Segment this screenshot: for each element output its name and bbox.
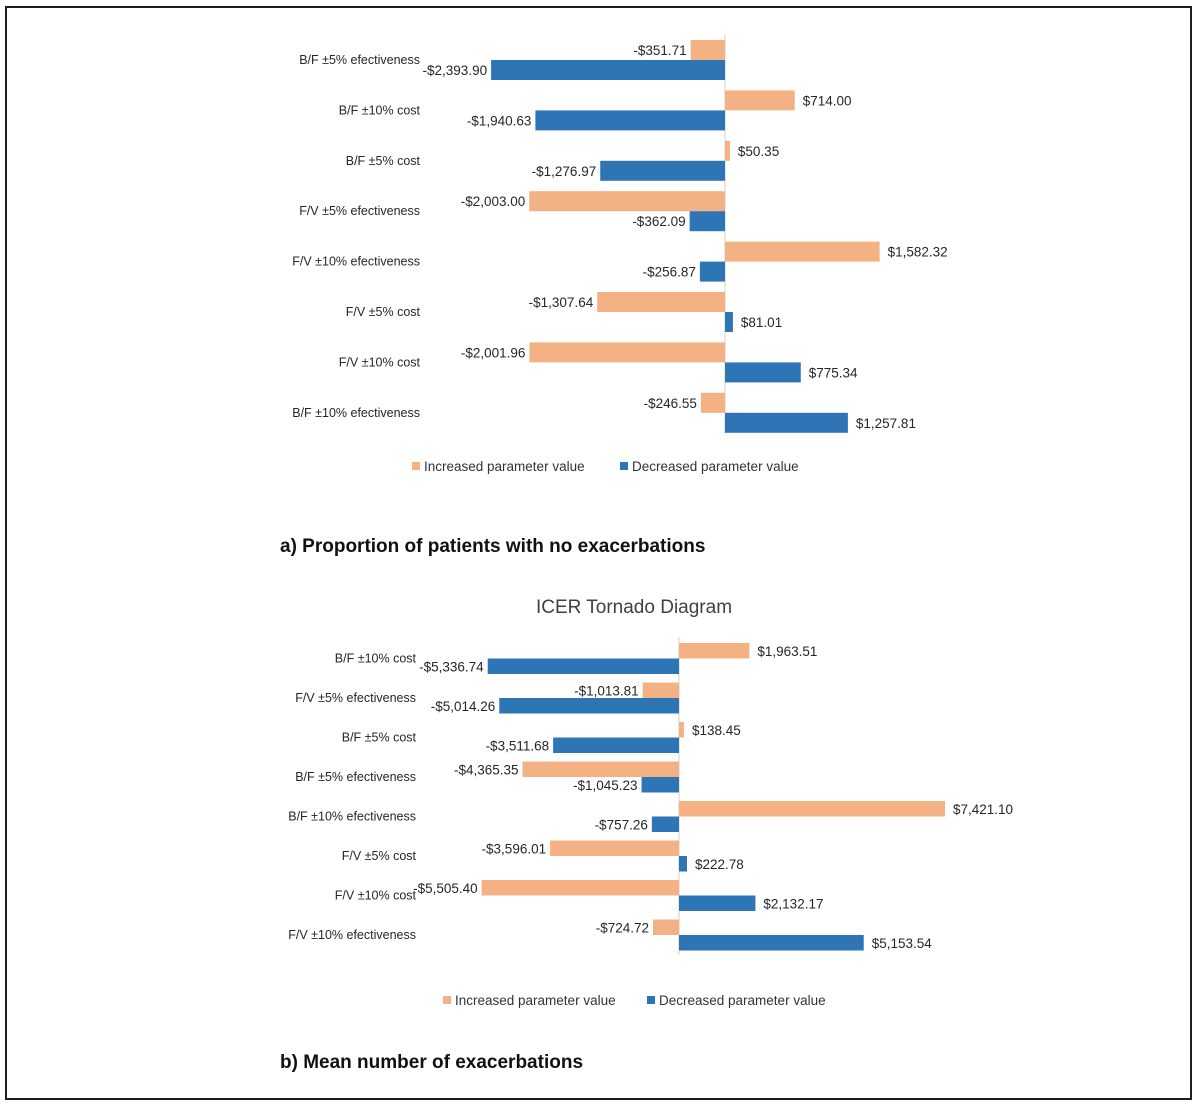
chart1-data-label: -$362.09: [632, 214, 685, 229]
chart1-legend-label-decreased: Decreased parameter value: [632, 459, 799, 474]
chart2-bar-increased: [679, 643, 750, 659]
chart2-bar-decreased: [679, 935, 864, 951]
chart2-category-label: F/V ±5% efectiveness: [295, 691, 416, 705]
chart2-data-label: $7,421.10: [953, 802, 1013, 817]
figure-frame: [5, 6, 1192, 1100]
chart2-data-label: -$4,365.35: [454, 762, 519, 777]
chart2-data-label: $222.78: [695, 857, 744, 872]
chart1-bar-increased: [725, 140, 730, 161]
chart2-data-label: $2,132.17: [763, 896, 823, 911]
chart1-bar-decreased: [725, 362, 801, 383]
chart1-category-label: B/F ±5% cost: [346, 154, 421, 168]
chart1-data-label: -$1,276.97: [532, 164, 597, 179]
chart1-legend-label-increased: Increased parameter value: [424, 459, 585, 474]
chart1-legend-swatch-decreased: [620, 462, 628, 470]
chart2-legend-label-decreased: Decreased parameter value: [659, 993, 826, 1008]
chart1-category-label: B/F ±5% efectiveness: [299, 53, 420, 67]
chart1-data-label: $1,582.32: [888, 245, 948, 260]
chart1-bar-decreased: [491, 60, 725, 80]
chart1-bar-decreased: [699, 261, 725, 282]
chart2-legend-label-increased: Increased parameter value: [455, 993, 616, 1008]
chart2-data-label: -$5,505.40: [413, 881, 478, 896]
caption-b: b) Mean number of exacerbations: [280, 1052, 584, 1073]
chart2-legend-swatch-decreased: [647, 996, 655, 1004]
chart2-bar-increased: [642, 682, 679, 698]
chart1-bar-increased: [725, 90, 795, 111]
chart2-bar-decreased: [651, 816, 679, 832]
chart1-bar-increased: [597, 292, 725, 312]
chart1-bar-increased: [690, 40, 725, 60]
chart2-bar-decreased: [679, 856, 687, 872]
chart1-data-label: $1,257.81: [856, 416, 916, 431]
chart2-data-label: -$1,045.23: [573, 778, 638, 793]
chart2-title: ICER Tornado Diagram: [536, 597, 732, 618]
chart2-data-label: -$5,336.74: [419, 659, 484, 674]
chart2-bar-decreased: [641, 777, 679, 793]
chart1-bar-decreased: [725, 412, 848, 433]
chart2-bar-decreased: [487, 658, 679, 674]
chart2-data-label: -$724.72: [596, 920, 649, 935]
chart1-bar-increased: [725, 241, 880, 262]
chart2-data-label: -$3,511.68: [486, 738, 550, 753]
chart1-data-label: -$246.55: [644, 396, 697, 411]
chart1-category-label: F/V ±5% cost: [346, 305, 421, 319]
caption-a: a) Proportion of patients with no exacer…: [280, 536, 706, 557]
chart2-data-label: $1,963.51: [757, 644, 817, 659]
chart1-data-label: -$351.71: [633, 43, 686, 58]
chart2-legend-swatch-increased: [443, 996, 451, 1004]
chart1-legend-swatch-increased: [412, 462, 420, 470]
chart2-bar-decreased: [553, 737, 679, 753]
chart2-data-label: -$757.26: [595, 817, 648, 832]
chart1-bar-decreased: [600, 160, 725, 181]
chart2-category-label: B/F ±10% cost: [335, 652, 417, 666]
chart1-data-label: -$2,001.96: [461, 345, 526, 360]
chart1-data-label: -$2,393.90: [423, 63, 488, 78]
chart2-data-label: -$3,596.01: [482, 841, 547, 856]
chart1-category-label: F/V ±10% cost: [339, 355, 421, 369]
chart2-bar-increased: [522, 761, 679, 777]
chart1-data-label: -$256.87: [643, 265, 696, 280]
chart1-bar-increased: [700, 392, 725, 413]
chart2-bar-increased: [481, 880, 679, 896]
chart2-category-label: B/F ±5% cost: [342, 731, 417, 745]
chart2-category-label: B/F ±5% efectiveness: [295, 770, 416, 784]
chart1-data-label: $714.00: [803, 93, 852, 108]
chart1-category-label: B/F ±10% efectiveness: [292, 406, 420, 420]
chart1-bar-decreased: [535, 110, 725, 131]
chart2-category-label: B/F ±10% efectiveness: [288, 810, 416, 824]
chart1-data-label: -$1,940.63: [467, 113, 532, 128]
chart1-category-label: F/V ±10% efectiveness: [292, 255, 420, 269]
chart1-data-label: -$1,307.64: [529, 295, 594, 310]
chart1-bar-increased: [529, 191, 725, 212]
chart2-category-label: F/V ±10% efectiveness: [288, 928, 416, 942]
chart1-data-label: $775.34: [809, 365, 858, 380]
chart2-data-label: -$5,014.26: [431, 699, 496, 714]
chart1-bar-increased: [529, 342, 725, 363]
chart1-data-label: $50.35: [738, 144, 779, 159]
chart2-data-label: $138.45: [692, 723, 741, 738]
chart2-bar-decreased: [499, 698, 679, 714]
chart1-category-label: B/F ±10% cost: [339, 103, 421, 117]
chart1-category-label: F/V ±5% efectiveness: [299, 204, 420, 218]
chart2-bar-increased: [679, 801, 945, 817]
chart2-bar-increased: [550, 840, 679, 856]
chart2-bar-increased: [679, 722, 684, 738]
chart2-category-label: F/V ±10% cost: [335, 889, 417, 903]
chart2-bar-increased: [653, 919, 679, 935]
chart2-bar-decreased: [679, 895, 756, 911]
chart1-data-label: -$2,003.00: [461, 194, 526, 209]
chart1-data-label: $81.01: [741, 315, 782, 330]
chart1-bar-decreased: [689, 211, 725, 232]
chart2-data-label: -$1,013.81: [574, 683, 639, 698]
chart1-bar-decreased: [725, 312, 733, 332]
chart2-data-label: $5,153.54: [872, 936, 933, 951]
chart2-category-label: F/V ±5% cost: [342, 849, 417, 863]
